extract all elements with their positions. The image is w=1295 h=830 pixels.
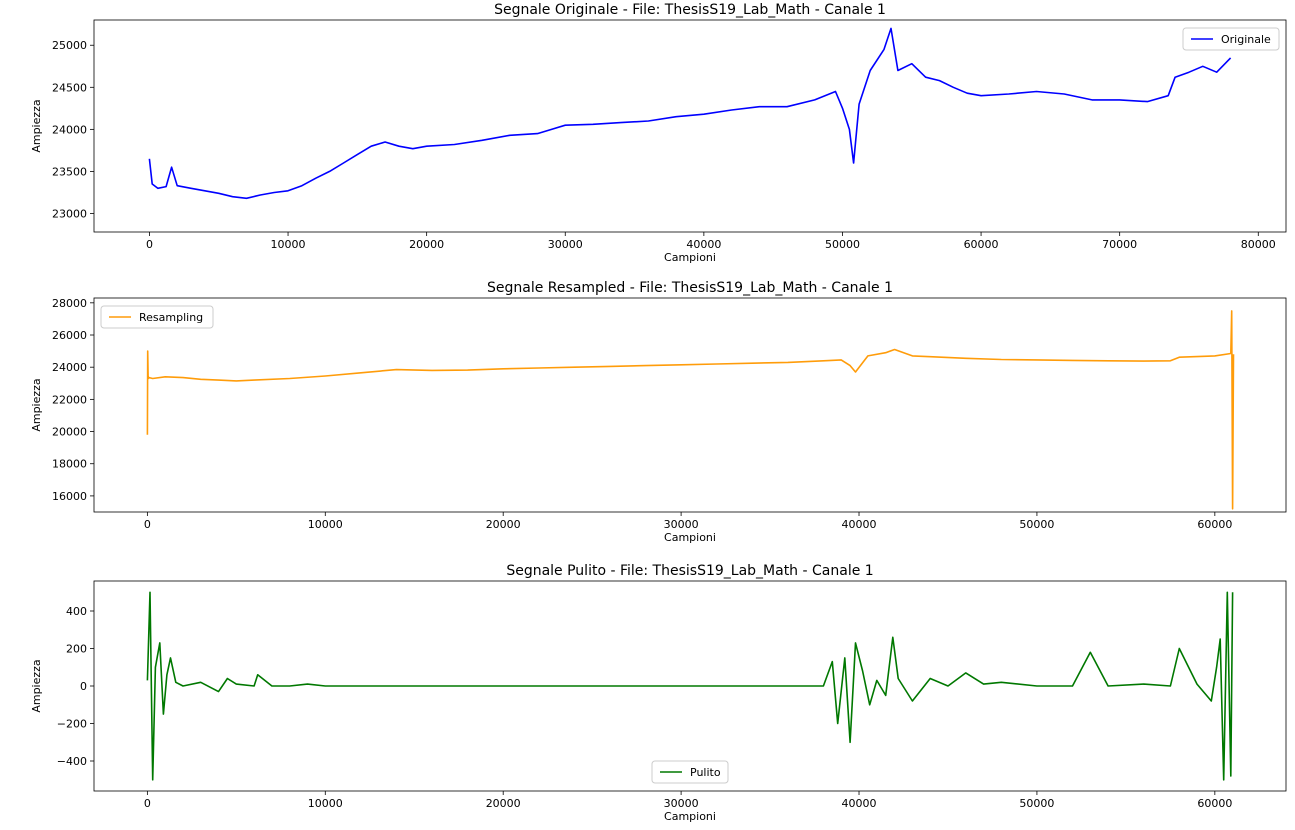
series-line-pulito xyxy=(146,591,1234,781)
legend-label: Originale xyxy=(1221,33,1271,46)
chart-title: Segnale Pulito - File: ThesisS19_Lab_Mat… xyxy=(506,563,873,579)
x-tick-label: 10000 xyxy=(308,518,343,531)
legend: Pulito xyxy=(651,760,729,784)
series-line-originale xyxy=(148,27,1232,200)
x-tick-label: 70000 xyxy=(1102,238,1137,251)
x-tick-label: 20000 xyxy=(409,238,444,251)
y-tick-label: 16000 xyxy=(52,490,87,503)
x-tick-label: 80000 xyxy=(1241,238,1276,251)
y-tick-label: 26000 xyxy=(52,329,87,342)
subplot-cleaned: Segnale Pulito - File: ThesisS19_Lab_Mat… xyxy=(30,563,1287,823)
x-axis-label: Campioni xyxy=(664,531,716,544)
x-tick-label: 0 xyxy=(144,797,151,810)
series-line-resampling xyxy=(146,310,1235,510)
x-tick-label: 0 xyxy=(146,238,153,251)
chart-title: Segnale Originale - File: ThesisS19_Lab_… xyxy=(494,2,886,18)
legend-box xyxy=(651,760,729,784)
y-tick-label: 18000 xyxy=(52,458,87,471)
x-tick-label: 30000 xyxy=(548,238,583,251)
legend-label: Pulito xyxy=(690,766,721,779)
legend-box xyxy=(1182,27,1280,51)
x-tick-label: 10000 xyxy=(271,238,306,251)
y-tick-label: 24000 xyxy=(52,361,87,374)
y-tick-label: 24500 xyxy=(52,81,87,94)
y-tick-label: 28000 xyxy=(52,297,87,310)
y-axis-label: Ampiezza xyxy=(30,99,43,152)
x-tick-label: 30000 xyxy=(664,518,699,531)
x-tick-label: 20000 xyxy=(486,518,521,531)
legend-box xyxy=(100,305,214,329)
y-tick-label: 24000 xyxy=(52,123,87,136)
y-tick-label: 23000 xyxy=(52,207,87,220)
x-tick-label: 50000 xyxy=(1019,797,1054,810)
x-tick-label: 30000 xyxy=(664,797,699,810)
y-tick-label: 25000 xyxy=(52,39,87,52)
legend: Originale xyxy=(1182,27,1280,51)
x-tick-label: 40000 xyxy=(686,238,721,251)
x-tick-label: 40000 xyxy=(842,518,877,531)
y-tick-label: 0 xyxy=(80,680,87,693)
y-tick-label: −400 xyxy=(57,755,87,768)
y-tick-label: 200 xyxy=(66,643,87,656)
x-axis-label: Campioni xyxy=(664,810,716,823)
y-axis-label: Ampiezza xyxy=(30,378,43,431)
subplot-original: Segnale Originale - File: ThesisS19_Lab_… xyxy=(30,2,1287,264)
x-tick-label: 50000 xyxy=(1019,518,1054,531)
y-tick-label: 23500 xyxy=(52,165,87,178)
y-tick-label: −200 xyxy=(57,718,87,731)
chart-title: Segnale Resampled - File: ThesisS19_Lab_… xyxy=(487,280,893,296)
y-tick-label: 20000 xyxy=(52,426,87,439)
x-tick-label: 10000 xyxy=(308,797,343,810)
legend-label: Resampling xyxy=(139,311,203,324)
x-axis-label: Campioni xyxy=(664,251,716,264)
x-tick-label: 50000 xyxy=(825,238,860,251)
subplot-resampled: Segnale Resampled - File: ThesisS19_Lab_… xyxy=(30,280,1287,544)
x-tick-label: 60000 xyxy=(964,238,999,251)
x-tick-label: 60000 xyxy=(1197,518,1232,531)
x-tick-label: 60000 xyxy=(1197,797,1232,810)
x-tick-label: 0 xyxy=(144,518,151,531)
y-tick-label: 22000 xyxy=(52,393,87,406)
axes-frame xyxy=(93,19,1287,233)
x-tick-label: 20000 xyxy=(486,797,521,810)
y-axis-label: Ampiezza xyxy=(30,659,43,712)
legend: Resampling xyxy=(100,305,214,329)
y-tick-label: 400 xyxy=(66,605,87,618)
x-tick-label: 40000 xyxy=(842,797,877,810)
axes-frame xyxy=(93,297,1287,513)
